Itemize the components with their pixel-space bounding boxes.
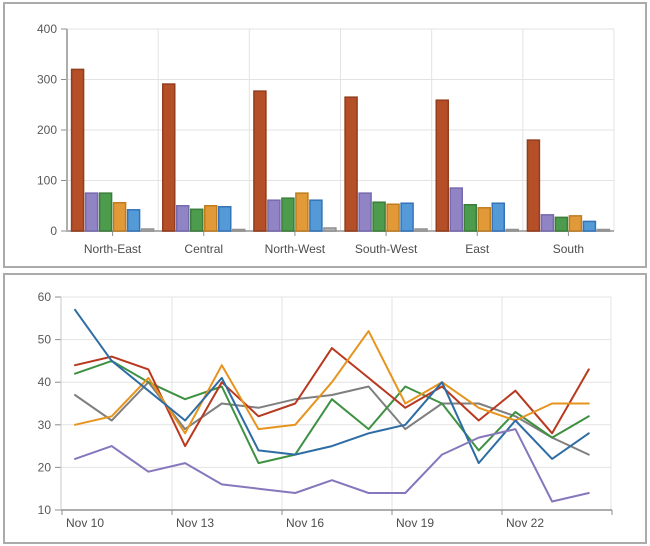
- y-axis-label: 100: [37, 174, 57, 188]
- bar-central-purple: [176, 205, 190, 232]
- y-axis-label: 200: [37, 123, 57, 137]
- bar-north-east-purple: [84, 192, 99, 232]
- category-label-east: East: [465, 242, 490, 256]
- x-axis-label-nov-16: Nov 16: [286, 516, 324, 530]
- y-axis-label: 10: [38, 503, 52, 517]
- bar-south-sienna: [526, 139, 541, 232]
- category-label-south-west: South-West: [355, 242, 418, 256]
- bar-north-west-purple: [267, 199, 281, 232]
- bar-south-west-green: [372, 201, 386, 232]
- bar-east-green: [463, 203, 477, 232]
- y-axis-label: 60: [38, 290, 52, 304]
- y-axis-label: 30: [38, 418, 52, 432]
- category-label-south: South: [553, 242, 584, 256]
- line-series-blue: [74, 308, 590, 465]
- line-series-orange: [74, 330, 590, 435]
- y-axis-label: 20: [38, 460, 52, 474]
- y-axis-label: 40: [38, 375, 52, 389]
- bar-south-blue: [582, 220, 597, 232]
- y-axis-label: 0: [50, 224, 57, 238]
- category-label-north-west: North-West: [265, 242, 326, 256]
- bar-central-orange: [204, 205, 218, 232]
- bar-north-west-gray: [323, 227, 337, 232]
- bar-north-west-sienna: [253, 90, 267, 232]
- line-chart: 10 20 30 40 50 60 Nov 10 Nov 13 Nov 16 Nov 19 Nov …: [38, 290, 613, 530]
- line-series-red: [74, 347, 590, 448]
- bar-east-orange: [477, 207, 491, 232]
- bar-north-east-orange: [112, 201, 127, 232]
- line-chart-panel: 10 20 30 40 50 60 Nov 10 Nov 13 Nov 16 Nov 19 Nov …: [3, 273, 647, 544]
- bar-north-west-orange: [295, 192, 309, 232]
- x-axis-label-nov-10: Nov 10: [66, 516, 104, 530]
- bar-east-blue: [491, 202, 505, 232]
- bar-chart-panel: 0 100 200 300 400 North-East Central North-West…: [3, 2, 647, 268]
- line-series-green: [74, 359, 590, 465]
- bar-south-west-purple: [358, 192, 372, 232]
- bar-north-east-gray: [140, 228, 155, 232]
- y-axis-label: 50: [38, 333, 52, 347]
- x-axis-label-nov-13: Nov 13: [176, 516, 214, 530]
- category-label-central: Central: [184, 242, 223, 256]
- x-axis-label-nov-19: Nov 19: [396, 516, 434, 530]
- bar-east-sienna: [435, 99, 449, 232]
- bar-north-west-blue: [309, 199, 323, 232]
- bar-south-west-gray: [414, 228, 428, 232]
- bar-north-east-green: [98, 192, 113, 232]
- y-axis-label: 300: [37, 73, 57, 87]
- bar-south-west-blue: [400, 202, 414, 232]
- bar-south-west-sienna: [344, 96, 358, 232]
- bar-north-west-green: [281, 197, 295, 232]
- bar-central-blue: [218, 206, 232, 232]
- bar-south-west-orange: [386, 203, 400, 232]
- bar-north-east-blue: [126, 209, 141, 232]
- line-series-purple: [74, 428, 590, 503]
- category-label-north-east: North-East: [84, 242, 142, 256]
- bar-central-sienna: [162, 83, 176, 232]
- y-axis-label: 400: [37, 22, 57, 36]
- bar-south-purple: [540, 214, 555, 232]
- x-axis-label-nov-22: Nov 22: [506, 516, 544, 530]
- bar-south-green: [554, 216, 569, 232]
- bar-chart: 0 100 200 300 400 North-East Central North-West…: [37, 22, 615, 256]
- bar-central-green: [190, 208, 204, 232]
- bar-south-gray: [596, 228, 611, 232]
- bar-east-purple: [449, 187, 463, 232]
- bar-south-orange: [568, 215, 583, 232]
- bar-east-gray: [505, 228, 519, 232]
- bar-central-gray: [232, 228, 246, 232]
- bar-north-east-sienna: [70, 68, 85, 232]
